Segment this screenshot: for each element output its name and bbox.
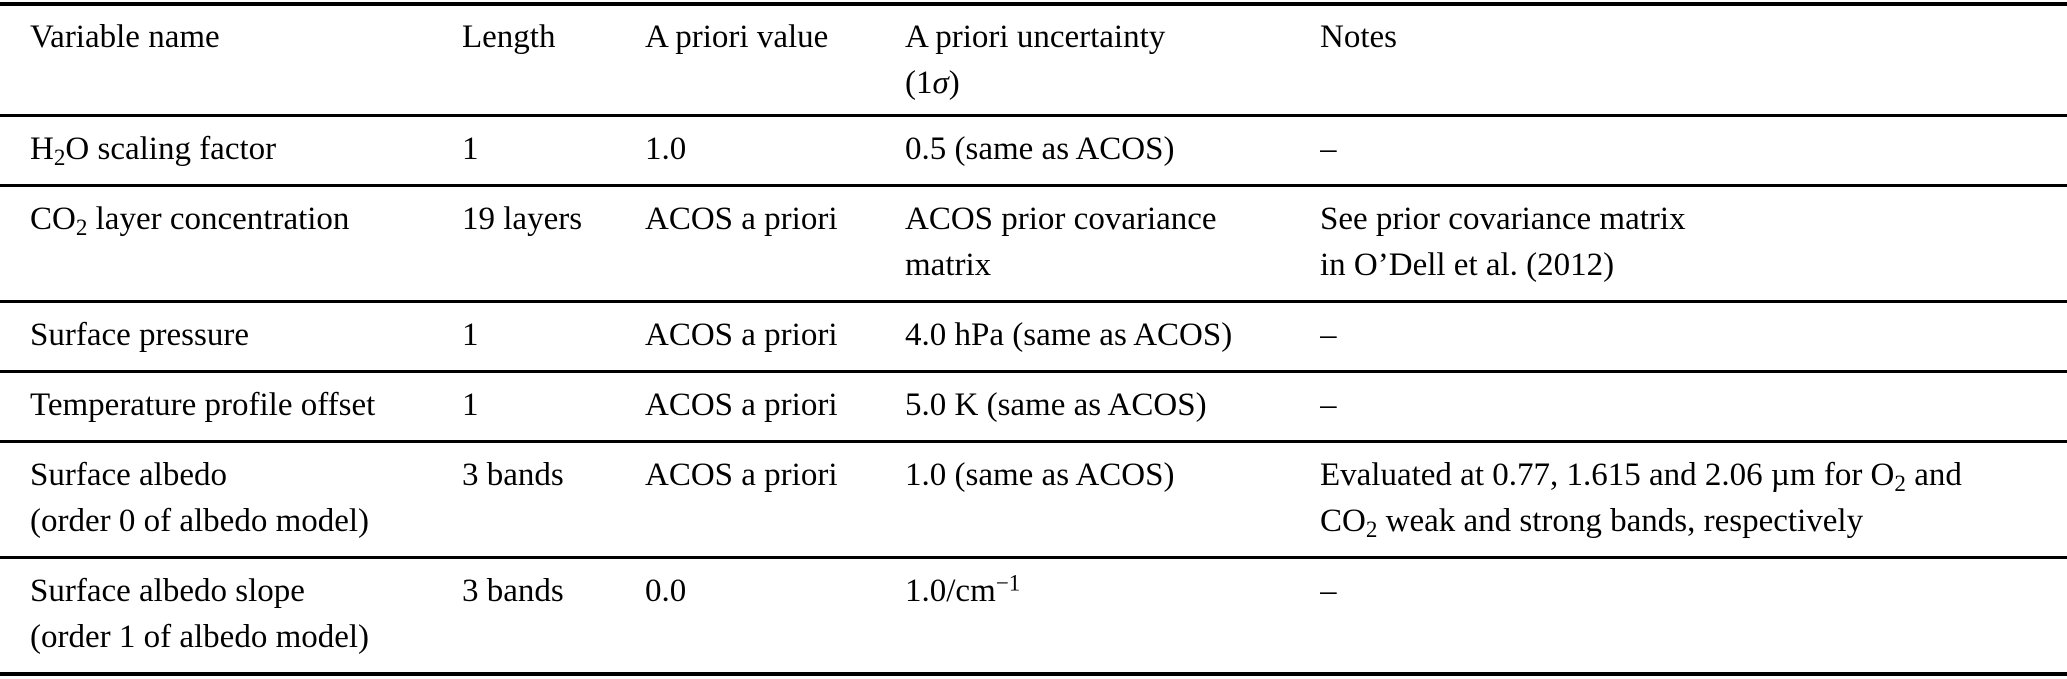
cell-a_priori_uncertainty: 0.5 (same as ACOS) (905, 131, 1175, 167)
cell-variable_name: Surface albedo (order 0 of albedo model) (30, 457, 370, 539)
column-header-a_priori_value: A priori value (645, 19, 829, 55)
table-row: H2O scaling factor 1 1.0 0.5 (same as ACOS)… (0, 116, 2067, 186)
cell-length: 3 bands (462, 573, 564, 609)
cell-a_priori_value: ACOS a priori (645, 201, 838, 237)
cell-notes: Evaluated at 0.77, 1.615 and 2.06 µm for… (1320, 457, 1962, 542)
cell-a_priori_value: ACOS a priori (645, 317, 838, 353)
table-row: CO2 layer concentration 19 layers ACOS a p… (0, 186, 2067, 302)
cell-length: 3 bands (462, 457, 564, 493)
cell-a_priori_value: ACOS a priori (645, 387, 838, 423)
cell-notes: – (1320, 387, 1337, 423)
table-row: Surface albedo (order 0 of albedo model) 3… (0, 442, 2067, 558)
cell-a_priori_value: 1.0 (645, 131, 687, 167)
cell-variable_name: Temperature profile offset (30, 387, 376, 423)
table-body: H2O scaling factor 1 1.0 0.5 (same as ACOS)… (0, 116, 2067, 674)
column-header-variable_name: Variable name (30, 19, 220, 55)
cell-variable_name: H2O scaling factor (30, 131, 277, 170)
table-row: Surface albedo slope (order 1 of albedo m… (0, 558, 2067, 674)
cell-a_priori_uncertainty: 1.0/cm−1 (905, 569, 1021, 609)
column-header-a_priori_uncertainty: A priori uncertainty (1σ) (905, 19, 1166, 101)
cell-a_priori_value: ACOS a priori (645, 457, 838, 493)
column-header-length: Length (462, 19, 556, 55)
header-row: Variable name Length A priori value A prior… (0, 4, 2067, 116)
cell-a_priori_uncertainty: 1.0 (same as ACOS) (905, 457, 1175, 493)
cell-variable_name: Surface albedo slope (order 1 of albedo m… (30, 573, 370, 655)
cell-length: 1 (462, 387, 479, 423)
cell-a_priori_uncertainty: 5.0 K (same as ACOS) (905, 387, 1207, 423)
cell-a_priori_uncertainty: 4.0 hPa (same as ACOS) (905, 317, 1233, 353)
table-row: Surface pressure 1 ACOS a priori 4.0 hPa (s… (0, 302, 2067, 372)
column-header-notes: Notes (1320, 19, 1397, 55)
cell-notes: – (1320, 131, 1337, 167)
cell-length: 1 (462, 131, 479, 167)
cell-length: 1 (462, 317, 479, 353)
cell-variable_name: CO2 layer concentration (30, 201, 350, 240)
cell-notes: – (1320, 317, 1337, 353)
cell-variable_name: Surface pressure (30, 317, 249, 353)
cell-notes: – (1320, 573, 1337, 609)
cell-a_priori_uncertainty: ACOS prior covariance matrix (905, 201, 1217, 283)
cell-notes: See prior covariance matrix in O’Dell et … (1320, 201, 1686, 283)
cell-a_priori_value: 0.0 (645, 573, 687, 609)
cell-length: 19 layers (462, 201, 583, 237)
table-row: Temperature profile offset 1 ACOS a priori… (0, 372, 2067, 442)
